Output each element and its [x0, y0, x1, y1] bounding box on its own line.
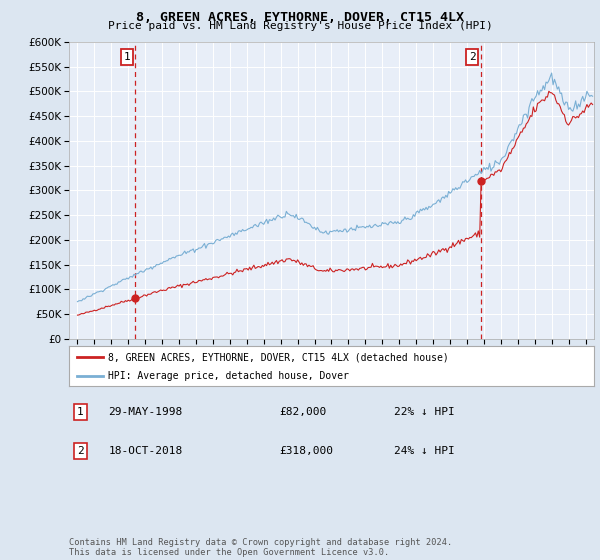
Text: 8, GREEN ACRES, EYTHORNE, DOVER, CT15 4LX: 8, GREEN ACRES, EYTHORNE, DOVER, CT15 4L… [136, 11, 464, 24]
Text: HPI: Average price, detached house, Dover: HPI: Average price, detached house, Dove… [109, 371, 349, 381]
Text: 2: 2 [469, 52, 475, 62]
Text: 1: 1 [124, 52, 130, 62]
Text: 29-MAY-1998: 29-MAY-1998 [109, 407, 182, 417]
Text: £318,000: £318,000 [279, 446, 333, 456]
Text: 22% ↓ HPI: 22% ↓ HPI [395, 407, 455, 417]
Text: 8, GREEN ACRES, EYTHORNE, DOVER, CT15 4LX (detached house): 8, GREEN ACRES, EYTHORNE, DOVER, CT15 4L… [109, 352, 449, 362]
Text: 18-OCT-2018: 18-OCT-2018 [109, 446, 182, 456]
Text: 2: 2 [77, 446, 84, 456]
Text: Price paid vs. HM Land Registry's House Price Index (HPI): Price paid vs. HM Land Registry's House … [107, 21, 493, 31]
Text: Contains HM Land Registry data © Crown copyright and database right 2024.
This d: Contains HM Land Registry data © Crown c… [69, 538, 452, 557]
Text: 1: 1 [77, 407, 84, 417]
Text: £82,000: £82,000 [279, 407, 326, 417]
Text: 24% ↓ HPI: 24% ↓ HPI [395, 446, 455, 456]
